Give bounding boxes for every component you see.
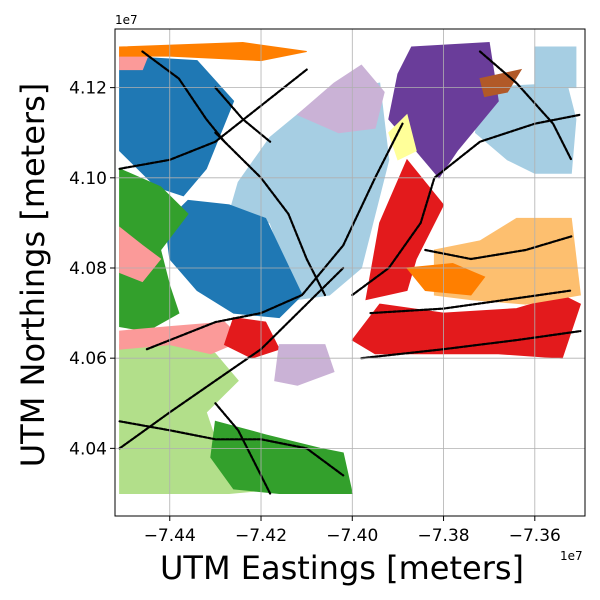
y-tick-label-0: 4.04 — [69, 439, 107, 459]
road-line-0 — [118, 68, 308, 170]
y-tick-label-4: 4.12 — [69, 79, 107, 99]
y-tick-label-3: 4.10 — [69, 169, 107, 189]
x-tick-label-4: −7.36 — [509, 526, 561, 546]
ticks-layer: −7.44 −7.42 −7.40 −7.38 −7.36 4.04 4.06 4.08 4.1… — [69, 79, 561, 546]
region-blue-3 — [119, 55, 235, 197]
x-tick-label-1: −7.42 — [235, 526, 287, 546]
grid-layer — [115, 29, 585, 516]
x-tick-label-0: −7.44 — [144, 526, 196, 546]
region-lavender-17 — [274, 344, 335, 386]
region-orange-15 — [406, 262, 486, 296]
road-line-12 — [141, 50, 226, 143]
x-tick-label-2: −7.40 — [326, 526, 378, 546]
road-line-4 — [360, 330, 582, 360]
x-tick-label-3: −7.38 — [417, 526, 469, 546]
region-light_blue-2 — [534, 46, 577, 89]
road-line-8 — [214, 131, 326, 297]
region-lavender-18 — [296, 64, 385, 134]
plot-frame — [114, 28, 586, 517]
region-brown-21 — [479, 68, 523, 98]
road-line-2 — [118, 266, 345, 450]
y-tick-label-1: 4.06 — [69, 349, 107, 369]
y-tick-label-2: 4.08 — [69, 259, 107, 279]
region-light_blue-1 — [474, 82, 577, 174]
x-offset-label: 1e7 — [560, 549, 583, 563]
x-axis-label: UTM Eastings [meters] — [160, 549, 524, 587]
road-line-11 — [214, 402, 272, 495]
y-offset-label: 1e7 — [115, 13, 138, 27]
region-red-13 — [223, 317, 281, 359]
region-pink-9 — [119, 321, 244, 355]
road-line-3 — [118, 420, 345, 477]
road-line-5 — [369, 289, 573, 315]
road-line-6 — [424, 235, 573, 261]
region-yellow-20 — [388, 113, 417, 161]
y-axis-label: UTM Northings [meters] — [14, 83, 52, 467]
